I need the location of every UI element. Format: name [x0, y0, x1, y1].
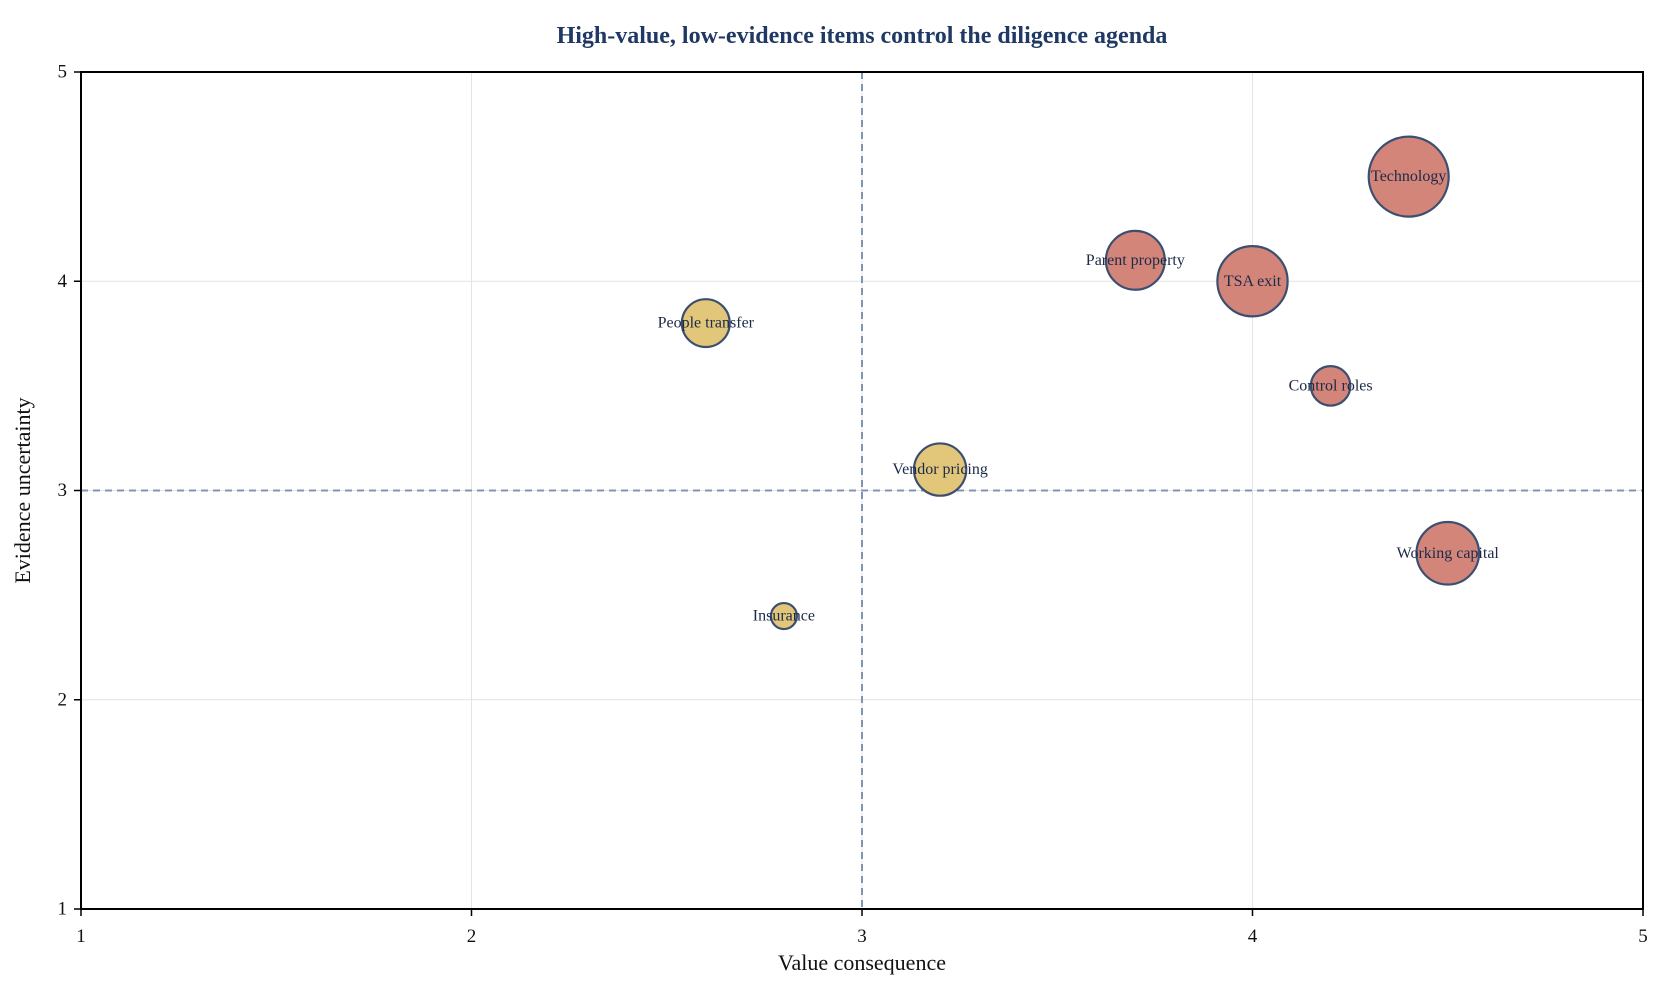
y-tick-label: 4	[58, 271, 68, 292]
bubble-label: Vendor pricing	[892, 461, 988, 478]
chart-title: High-value, low-evidence items control t…	[557, 23, 1168, 49]
bubble-label: Technology	[1371, 168, 1446, 185]
bubble-point	[680, 298, 731, 349]
y-axis-label: Evidence uncertainty	[10, 397, 35, 583]
bubble-point	[1216, 245, 1289, 318]
x-tick-label: 2	[467, 926, 477, 947]
y-tick-label: 5	[58, 62, 68, 83]
bubble-point	[1104, 229, 1166, 291]
bubble-label: Insurance	[753, 608, 815, 625]
bubble-point	[1415, 520, 1481, 586]
bubble-point	[1367, 135, 1450, 218]
bubble-point	[912, 442, 968, 497]
x-axis-label: Value consequence	[778, 950, 946, 975]
y-tick-label: 2	[58, 689, 68, 710]
bubble-point	[1309, 365, 1352, 407]
bubble-label: People transfer	[658, 315, 755, 332]
x-tick-label: 3	[857, 926, 867, 947]
y-tick-label: 1	[58, 899, 68, 920]
bubble-label: Control roles	[1289, 377, 1373, 394]
x-tick-label: 4	[1248, 926, 1258, 947]
x-tick-label: 1	[76, 926, 86, 947]
bubble-label: Working capital	[1397, 545, 1500, 562]
bubble-label: TSA exit	[1224, 273, 1282, 290]
bubble-point	[769, 601, 799, 631]
x-tick-label: 5	[1638, 926, 1648, 947]
y-tick-label: 3	[58, 480, 68, 501]
bubble-label: Parent property	[1086, 252, 1185, 269]
